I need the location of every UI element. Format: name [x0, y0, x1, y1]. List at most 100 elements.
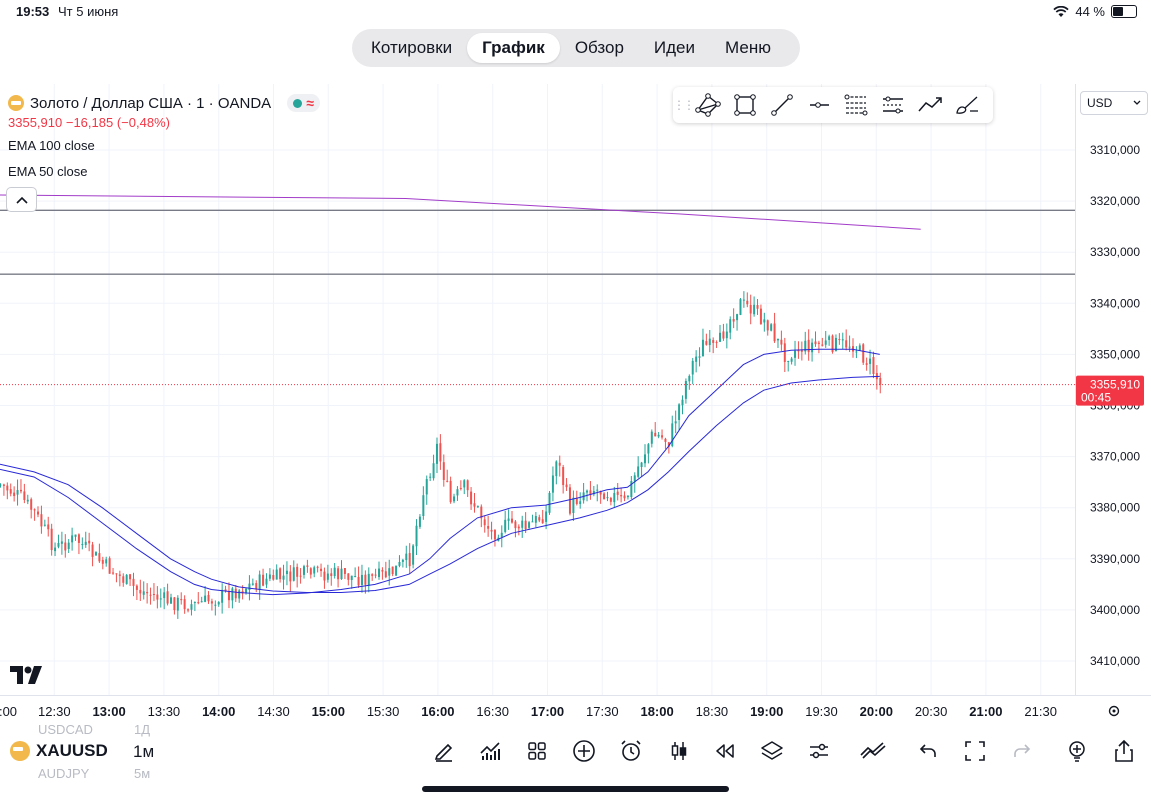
- collapse-legend-button[interactable]: [6, 187, 37, 212]
- candle: [661, 435, 664, 438]
- parallel-channel-icon[interactable]: [874, 87, 911, 123]
- indicators-button[interactable]: [475, 736, 505, 766]
- price-chart[interactable]: 3310,000 3320,000 3330,000 3340,000 3350,000…: [0, 84, 1151, 724]
- candle: [200, 601, 203, 603]
- candle: [476, 506, 479, 508]
- candle: [872, 357, 875, 374]
- path-icon[interactable]: [911, 87, 948, 123]
- candle: [268, 574, 271, 579]
- candle: [705, 341, 708, 345]
- fullscreen-button[interactable]: [960, 736, 990, 766]
- market-status-pill[interactable]: ≈: [287, 94, 320, 112]
- candle: [248, 583, 251, 591]
- candle: [620, 495, 623, 497]
- time-axis-label: 12:30: [38, 704, 71, 719]
- symbol-selector[interactable]: XAUUSD: [10, 741, 108, 761]
- xabcd-pattern-icon[interactable]: [689, 87, 726, 123]
- candle: [316, 566, 319, 568]
- grid-icon: [528, 742, 546, 760]
- candle: [787, 360, 790, 362]
- battery-icon: [1111, 5, 1137, 18]
- ema100-line: [0, 375, 880, 593]
- share-button[interactable]: [1109, 736, 1139, 766]
- add-button[interactable]: [569, 736, 599, 766]
- candle: [545, 511, 548, 522]
- candle: [227, 591, 230, 601]
- redo-button[interactable]: [1007, 736, 1037, 766]
- legend-ema50[interactable]: EMA 50 close: [8, 164, 88, 179]
- time-axis-label: 20:00: [860, 704, 893, 719]
- candle: [197, 602, 200, 604]
- candle: [766, 320, 769, 331]
- candle: [838, 339, 841, 341]
- candle: [313, 567, 316, 574]
- interval-selector[interactable]: 1м: [133, 742, 155, 761]
- drawing-tools-button[interactable]: [429, 736, 459, 766]
- undo-button[interactable]: [913, 736, 943, 766]
- compare-button[interactable]: [858, 736, 888, 766]
- candle: [586, 490, 589, 493]
- candle: [439, 443, 442, 462]
- trend-line-icon[interactable]: [763, 87, 800, 123]
- rectangle-icon[interactable]: [726, 87, 763, 123]
- legend-ema100[interactable]: EMA 100 close: [8, 138, 95, 153]
- candle: [105, 559, 108, 564]
- candle: [47, 524, 50, 530]
- candle: [841, 339, 844, 341]
- candle: [732, 319, 735, 322]
- tab-chart[interactable]: График: [467, 33, 560, 63]
- candle: [487, 526, 490, 529]
- time-axis-label: 18:30: [696, 704, 729, 719]
- templates-button[interactable]: [522, 736, 552, 766]
- tab-menu[interactable]: Меню: [725, 38, 771, 57]
- candle: [719, 332, 722, 342]
- layers-button[interactable]: [757, 736, 787, 766]
- tab-ideas[interactable]: Идеи: [653, 38, 696, 57]
- candle: [609, 497, 612, 502]
- candle: [326, 573, 329, 580]
- candle: [340, 568, 343, 580]
- candle: [163, 592, 166, 599]
- replay-button[interactable]: [710, 736, 740, 766]
- drag-handle-icon[interactable]: ⋮⋮: [673, 98, 695, 112]
- candle: [862, 344, 865, 363]
- candle: [26, 499, 29, 502]
- alert-button[interactable]: [616, 736, 646, 766]
- currency-select[interactable]: USD: [1080, 91, 1148, 115]
- candle: [708, 338, 711, 346]
- time-axis-label: 17:30: [586, 704, 619, 719]
- axis-settings-icon[interactable]: [1108, 705, 1120, 717]
- candle: [483, 519, 486, 526]
- last-price-label: 3355,910: [1090, 378, 1140, 392]
- candle: [715, 342, 718, 344]
- candle: [568, 487, 571, 514]
- candle: [514, 521, 517, 529]
- candle: [681, 399, 684, 406]
- candle: [132, 578, 135, 586]
- ideas-button[interactable]: [1062, 736, 1092, 766]
- chart-type-button[interactable]: [664, 736, 694, 766]
- brush-icon[interactable]: [948, 87, 985, 123]
- candle: [746, 300, 749, 305]
- candle: [855, 351, 858, 353]
- candle: [207, 594, 210, 602]
- candle: [183, 599, 186, 610]
- settings-button[interactable]: [804, 736, 834, 766]
- candle: [490, 529, 493, 532]
- candle: [821, 344, 824, 346]
- compare-icon: [860, 742, 886, 759]
- tab-quotes[interactable]: Котировки: [371, 38, 453, 57]
- candle: [210, 601, 213, 604]
- tab-overview[interactable]: Обзор: [574, 38, 624, 57]
- sliders-icon: [810, 743, 828, 759]
- axis-settings-icon-center: [1112, 709, 1116, 713]
- candle: [337, 568, 340, 580]
- fib-retracement-icon[interactable]: [837, 87, 874, 123]
- status-time: 19:53: [16, 4, 50, 19]
- legend-symbol-row[interactable]: Золото / Доллар США · 1 · OANDA ≈: [8, 92, 320, 114]
- candle: [480, 506, 483, 519]
- candle: [255, 583, 258, 590]
- candle: [794, 350, 797, 358]
- candle: [852, 346, 854, 352]
- horizontal-ray-icon[interactable]: [800, 87, 837, 123]
